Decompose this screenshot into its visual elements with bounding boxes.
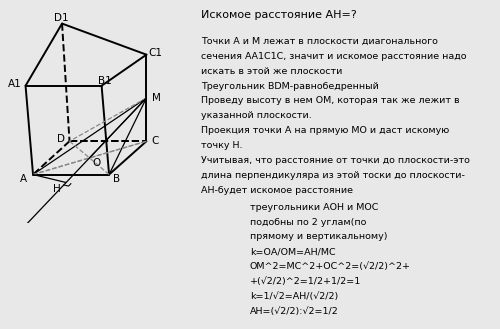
Text: ОМ^2=МС^2+ОС^2=(√2/2)^2+: ОМ^2=МС^2+ОС^2=(√2/2)^2+ (250, 262, 410, 271)
Text: длина перпендикуляра из этой тоски до плоскости-: длина перпендикуляра из этой тоски до пл… (202, 171, 466, 180)
Text: АН-будет искомое расстояние: АН-будет искомое расстояние (202, 186, 354, 195)
Text: +(√2/2)^2=1/2+1/2=1: +(√2/2)^2=1/2+1/2=1 (250, 277, 361, 286)
Text: Точки А и М лежат в плоскости диагонального: Точки А и М лежат в плоскости диагональн… (202, 37, 438, 46)
Text: C1: C1 (148, 48, 162, 58)
Text: C: C (152, 136, 159, 146)
Text: B: B (112, 174, 119, 185)
Text: M: M (152, 93, 160, 103)
Text: O: O (92, 158, 100, 168)
Text: A: A (20, 174, 27, 185)
Text: Проекция точки А на прямую МО и даст искомую: Проекция точки А на прямую МО и даст иск… (202, 126, 450, 135)
Text: Проведу высоту в нем ОМ, которая так же лежит в: Проведу высоту в нем ОМ, которая так же … (202, 96, 460, 105)
Text: k=ОА/ОМ=АН/МС: k=ОА/ОМ=АН/МС (250, 247, 336, 256)
Text: Треугольник ВDМ-равнобедренный: Треугольник ВDМ-равнобедренный (202, 82, 380, 90)
Text: указанной плоскости.: указанной плоскости. (202, 111, 312, 120)
Text: прямому и вертикальному): прямому и вертикальному) (250, 233, 387, 241)
Text: D1: D1 (54, 13, 68, 23)
Text: сечения АА1С1С, значит и искомое расстояние надо: сечения АА1С1С, значит и искомое расстоя… (202, 52, 467, 61)
Text: искать в этой же плоскости: искать в этой же плоскости (202, 67, 343, 76)
Text: B1: B1 (98, 76, 112, 86)
Text: подобны по 2 углам(по: подобны по 2 углам(по (250, 217, 366, 227)
Text: треугольники АОН и МОС: треугольники АОН и МОС (250, 203, 378, 212)
Text: точку Н.: точку Н. (202, 141, 243, 150)
Text: Искомое расстояние АН=?: Искомое расстояние АН=? (202, 10, 357, 20)
Text: АН=(√2/2):√2=1/2: АН=(√2/2):√2=1/2 (250, 307, 338, 316)
Text: H: H (54, 184, 61, 194)
Text: D: D (56, 134, 64, 144)
Text: Учитывая, что расстояние от точки до плоскости-это: Учитывая, что расстояние от точки до пло… (202, 156, 470, 165)
Text: A1: A1 (8, 79, 22, 89)
Text: k=1/√2=АН/(√2/2): k=1/√2=АН/(√2/2) (250, 292, 338, 301)
